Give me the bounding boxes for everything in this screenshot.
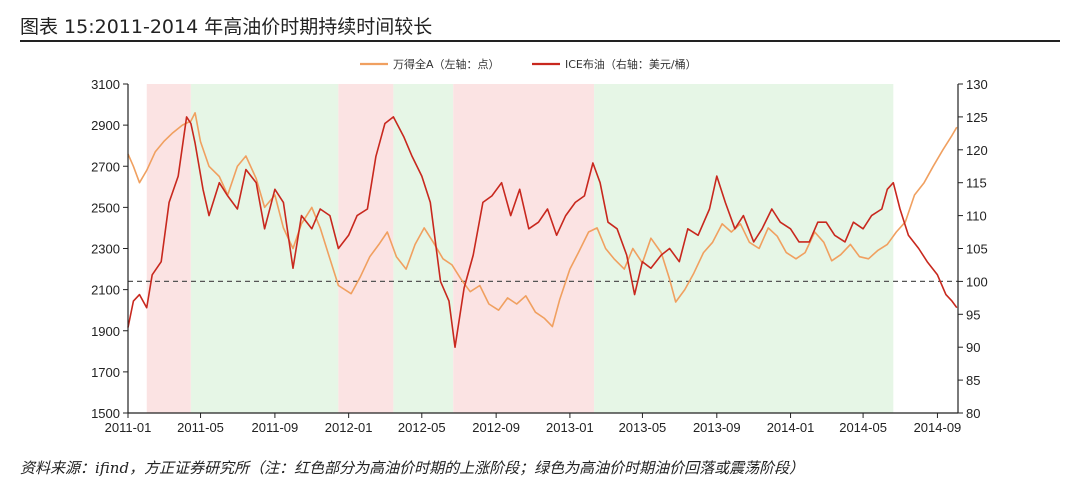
x-tick-label: 2011-01 (105, 420, 152, 435)
y-right-tick-label: 95 (966, 307, 980, 322)
series-lines (127, 112, 958, 348)
shaded-period-rise-4 (453, 84, 595, 413)
y-left-tick-label: 2300 (91, 242, 120, 257)
x-tick-label: 2012-05 (398, 420, 446, 435)
y-left-tick-label: 2900 (91, 118, 120, 133)
y-left-tick-label: 2700 (91, 159, 120, 174)
title-rule (20, 40, 1060, 42)
y-left-tick-label: 3100 (91, 77, 120, 92)
y-right-tick-label: 85 (966, 373, 980, 388)
y-left-tick-label: 2100 (91, 283, 120, 298)
shaded-periods (146, 84, 894, 413)
shaded-period-fall_or_range-1 (190, 84, 339, 413)
x-tick-label: 2013-01 (546, 420, 594, 435)
series-line-wind-a (127, 112, 958, 328)
axes: 3100 2900 2700 2500 2300 2100 1900 1700 1500 130 1… (91, 77, 988, 435)
y-right-tick-label: 110 (966, 209, 987, 224)
y-right-tick-label: 130 (966, 77, 988, 92)
figure-title: 图表 15:2011-2014 年高油价时期持续时间较长 (20, 16, 433, 38)
shaded-period-fall_or_range-3 (393, 84, 454, 413)
y-left-tick-label: 1700 (91, 365, 120, 380)
y-right-tick-label: 125 (966, 110, 988, 125)
shaded-period-rise-2 (338, 84, 394, 413)
x-tick-label: 2012-01 (325, 420, 373, 435)
x-tick-label: 2011-05 (177, 420, 224, 435)
chart: 3100 2900 2700 2500 2300 2100 1900 1700 1500 130 1… (91, 57, 988, 435)
legend: 万得全A（左轴：点） ICE布油（右轴：美元/桶） (360, 57, 697, 71)
x-tick-label: 2012-09 (472, 420, 520, 435)
x-tick-label: 2014-05 (839, 420, 887, 435)
y-right-tick-label: 105 (966, 242, 988, 257)
legend-label: ICE布油（右轴：美元/桶） (565, 57, 697, 71)
x-tick-label: 2013-05 (619, 420, 667, 435)
source-note: 资料来源：ifind，方正证券研究所（注：红色部分为高油价时期的上涨阶段；绿色为… (20, 459, 805, 477)
y-right-tick-label: 115 (966, 176, 987, 191)
x-tick-label: 2013-09 (693, 420, 741, 435)
legend-label: 万得全A（左轴：点） (393, 57, 500, 71)
y-right-tick-label: 120 (966, 143, 988, 158)
y-left-tick-label: 2500 (91, 200, 120, 215)
x-tick-label: 2014-09 (914, 420, 962, 435)
y-right-tick-label: 90 (966, 340, 980, 355)
x-tick-label: 2011-09 (252, 420, 299, 435)
series-line-ice-brent (127, 116, 958, 348)
y-right-tick-label: 80 (966, 406, 980, 421)
y-left-tick-label: 1500 (91, 406, 120, 421)
x-tick-label: 2014-01 (767, 420, 815, 435)
shaded-period-fall_or_range-5 (594, 84, 894, 413)
y-left-tick-label: 1900 (91, 324, 120, 339)
y-right-tick-label: 100 (966, 274, 988, 289)
